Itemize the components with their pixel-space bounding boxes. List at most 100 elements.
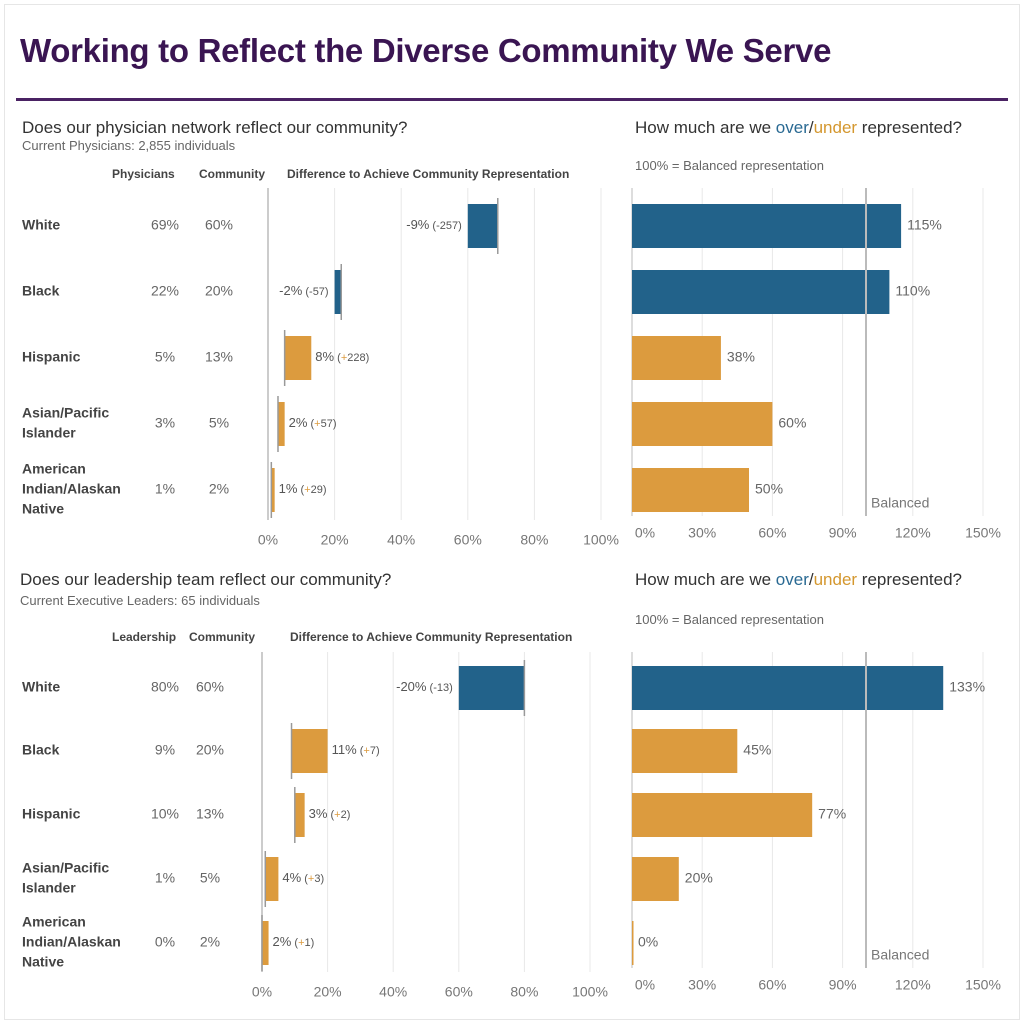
sign: + (308, 873, 314, 885)
representation-bar (632, 857, 679, 901)
balanced-label: Balanced (871, 495, 929, 511)
physician-balanced-note: 100% = Balanced representation (635, 158, 824, 173)
difference-pct: 8% (315, 349, 334, 364)
leadership-representation-question: How much are we over/under represented? (635, 570, 962, 590)
x-tick-label: 90% (829, 525, 857, 541)
difference-pct: -20% (396, 679, 427, 694)
representation-bar (632, 666, 944, 710)
difference-label: 3% (+2) (309, 806, 351, 821)
paren: ( (429, 220, 436, 232)
row-label: Indian/Alaskan (22, 934, 121, 950)
sign: + (304, 484, 310, 496)
representation-bar (632, 336, 721, 380)
x-tick-label: 0% (635, 977, 655, 993)
under-label-2: under (813, 570, 858, 589)
group-pct: 69% (151, 217, 179, 233)
community-pct: 13% (205, 349, 233, 365)
representation-value-label: 133% (949, 679, 985, 695)
difference-pct: 11% (332, 742, 357, 757)
paren: ( (307, 418, 314, 430)
row-label: Asian/Pacific (22, 860, 109, 876)
representation-value-label: 0% (638, 934, 658, 950)
physician-subtitle: Current Physicians: 2,855 individuals (22, 138, 236, 153)
representation-bar (632, 921, 634, 965)
leadership-question: Does our leadership team reflect our com… (20, 570, 392, 589)
x-tick-label: 0% (258, 532, 278, 548)
x-tick-label: 40% (379, 984, 407, 1000)
row-label: White (22, 679, 60, 695)
group-pct: 22% (151, 283, 179, 299)
x-tick-label: 0% (252, 984, 272, 1000)
difference-column-header: Difference to Achieve Community Represen… (287, 167, 570, 181)
row-label: Native (22, 501, 64, 517)
x-tick-label: 120% (895, 525, 931, 541)
representation-value-label: 115% (907, 217, 942, 233)
physician-representation-question: How much are we over/under represented? (635, 118, 962, 138)
difference-pct: 2% (273, 934, 292, 949)
difference-count: 7) (370, 745, 380, 757)
leadership-balanced-note: 100% = Balanced representation (635, 612, 824, 627)
paren: ( (301, 873, 308, 885)
difference-pct: -2% (279, 283, 303, 298)
paren: ( (426, 682, 433, 694)
difference-count: 1) (305, 937, 315, 949)
difference-pct: 2% (289, 415, 308, 430)
community-pct: 20% (196, 742, 224, 758)
difference-label: -9% (-257) (406, 217, 462, 232)
difference-bar (291, 729, 328, 773)
difference-bar (467, 204, 498, 248)
dashboard-frame (4, 4, 1020, 1020)
difference-bar (458, 666, 525, 710)
physician-question: Does our physician network reflect our c… (22, 118, 408, 137)
group-pct: 80% (151, 679, 179, 695)
difference-bar (271, 468, 275, 512)
community-pct: 2% (209, 481, 229, 497)
x-tick-label: 90% (829, 977, 857, 993)
difference-bar (262, 921, 269, 965)
representation-value-label: 45% (743, 742, 771, 758)
difference-count: 57) (321, 418, 337, 430)
x-tick-label: 150% (965, 525, 1001, 541)
row-label: Indian/Alaskan (22, 481, 121, 497)
row-label: Asian/Pacific (22, 405, 109, 421)
paren: ( (357, 745, 364, 757)
community-pct: 20% (205, 283, 233, 299)
row-label: Islander (22, 425, 76, 441)
difference-label: -20% (-13) (396, 679, 453, 694)
difference-column-header-2: Difference to Achieve Community Represen… (290, 630, 573, 644)
sign: + (334, 809, 340, 821)
group-pct: 1% (155, 870, 175, 886)
difference-bar (284, 336, 312, 380)
difference-label: 11% (+7) (332, 742, 380, 757)
x-tick-label: 60% (758, 977, 786, 993)
sign: + (314, 418, 320, 430)
question-prefix: How much are we (635, 118, 776, 137)
x-tick-label: 60% (445, 984, 473, 1000)
difference-count: 228) (347, 352, 369, 364)
community-pct: 13% (196, 806, 224, 822)
representation-value-label: 38% (727, 349, 755, 365)
sign: - (309, 286, 313, 298)
community-pct: 2% (200, 934, 220, 950)
row-label: White (22, 217, 60, 233)
difference-count: 3) (314, 873, 324, 885)
representation-value-label: 110% (895, 283, 930, 299)
over-label: over (775, 118, 809, 137)
community-column-header: Community (199, 167, 265, 181)
difference-count: 2) (341, 809, 351, 821)
difference-count: 13) (437, 682, 453, 694)
group-pct: 10% (151, 806, 179, 822)
paren: ( (297, 484, 304, 496)
difference-label: 1% (+29) (279, 481, 327, 496)
representation-bar (632, 270, 890, 314)
x-tick-label: 60% (758, 525, 786, 541)
slash: / (808, 118, 814, 137)
title-divider (16, 98, 1008, 101)
paren: ( (334, 352, 341, 364)
community-column-header-2: Community (189, 630, 255, 644)
difference-label: 8% (+228) (315, 349, 369, 364)
difference-bar (294, 793, 305, 837)
group-pct: 9% (155, 742, 175, 758)
sign: + (341, 352, 347, 364)
group-pct: 1% (155, 481, 175, 497)
